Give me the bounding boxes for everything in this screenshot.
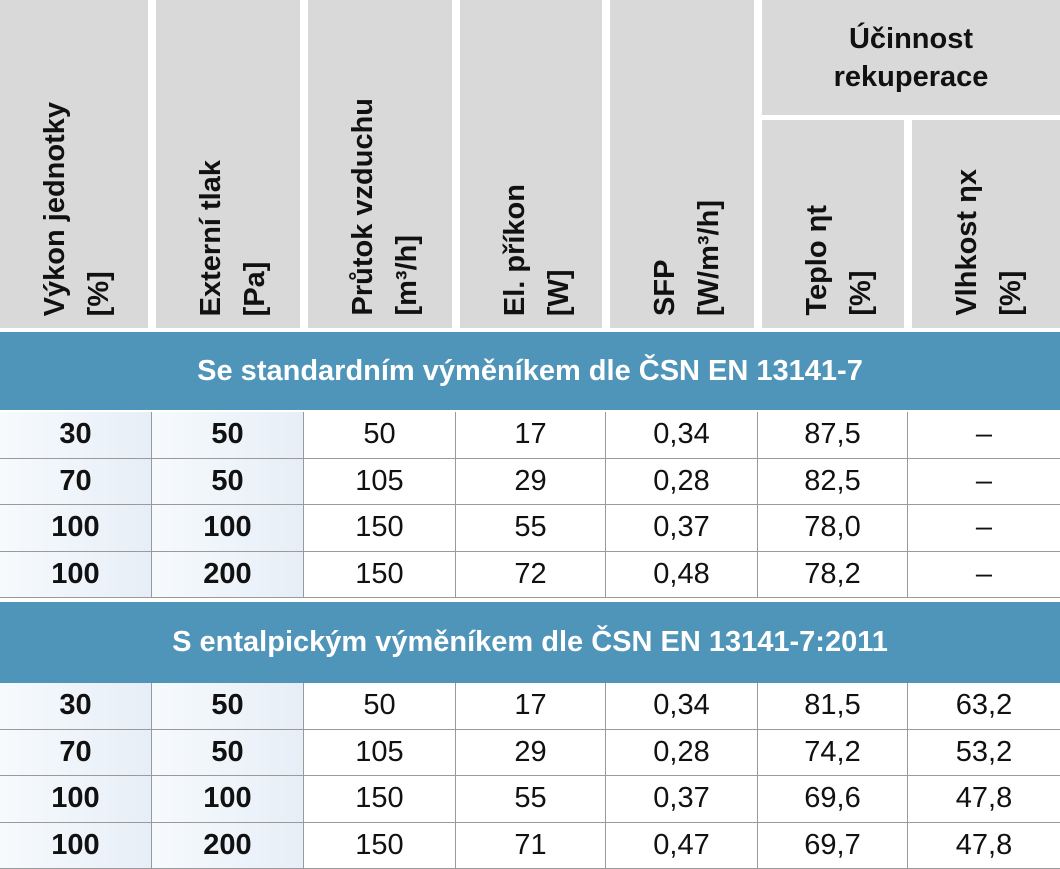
table-cell: – <box>908 412 1060 459</box>
table-cell: 100 <box>0 505 152 552</box>
table-cell: 82,5 <box>758 458 908 505</box>
table-cell: 70 <box>0 729 152 776</box>
header-cell: Externí tlak [Pa] <box>156 0 300 328</box>
header-cell: Teplo ηt [%] <box>762 120 904 328</box>
table-cell: 17 <box>456 412 606 459</box>
table-cell: 29 <box>456 729 606 776</box>
table-cell: 150 <box>304 822 456 869</box>
table-cell: 0,37 <box>606 505 758 552</box>
column-name: Externí tlak <box>195 159 227 316</box>
table-cell: 87,5 <box>758 412 908 459</box>
table-cell: 150 <box>304 551 456 598</box>
column-unit: [m³/h] <box>391 235 423 316</box>
table-cell: 0,28 <box>606 729 758 776</box>
table-cell: 100 <box>0 776 152 823</box>
table-cell: 70 <box>0 458 152 505</box>
section-title: Se standardním výměníkem dle ČSN EN 1314… <box>0 332 1060 410</box>
column-name: El. příkon <box>499 183 531 316</box>
table-cell: 200 <box>152 822 304 869</box>
column-name: Průtok vzduchu <box>347 98 379 316</box>
table-cell: 30 <box>0 683 152 730</box>
table-cell: 50 <box>304 412 456 459</box>
table-cell: 50 <box>152 729 304 776</box>
header-cell: El. příkon [W] <box>460 0 602 328</box>
column-name: Teplo ηt <box>801 205 833 316</box>
table-cell: 0,34 <box>606 683 758 730</box>
header-label: Externí tlak [Pa] <box>189 160 277 316</box>
header-label: Výkon jednotky [%] <box>33 102 121 316</box>
group-header: Účinnost rekuperace <box>762 0 1060 115</box>
header-label: Vlhkost ηx [%] <box>945 169 1033 316</box>
table-cell: 0,28 <box>606 458 758 505</box>
table-cell: 0,34 <box>606 412 758 459</box>
header-label: Teplo ηt [%] <box>795 205 883 316</box>
column-unit: [%] <box>845 270 877 316</box>
column-unit: [%] <box>995 270 1027 316</box>
header-label: El. příkon [W] <box>493 184 581 316</box>
table-cell: 100 <box>0 551 152 598</box>
table-cell: 150 <box>304 776 456 823</box>
table-cell: 53,2 <box>908 729 1060 776</box>
table-cell: 69,6 <box>758 776 908 823</box>
column-name: SFP <box>649 259 681 316</box>
table-cell: 0,37 <box>606 776 758 823</box>
table-cell: 78,0 <box>758 505 908 552</box>
table-cell: 0,48 <box>606 551 758 598</box>
table-cell: 74,2 <box>758 729 908 776</box>
table-cell: 105 <box>304 729 456 776</box>
section-title: S entalpickým výměníkem dle ČSN EN 13141… <box>0 602 1060 683</box>
table-cell: 71 <box>456 822 606 869</box>
table-cell: 17 <box>456 683 606 730</box>
header-label: SFP [W/m³/h] <box>643 200 731 316</box>
table-cell: 100 <box>152 505 304 552</box>
table-cell: 69,7 <box>758 822 908 869</box>
table-cell: 55 <box>456 505 606 552</box>
column-name: Vlhkost ηx <box>951 169 983 316</box>
header-cell: Průtok vzduchu [m³/h] <box>308 0 452 328</box>
column-unit: [%] <box>83 270 115 316</box>
table-cell: 50 <box>152 458 304 505</box>
table-cell: 81,5 <box>758 683 908 730</box>
column-name: Výkon jednotky <box>39 101 71 316</box>
table-cell: 78,2 <box>758 551 908 598</box>
table-cell: 50 <box>152 412 304 459</box>
table-cell: 55 <box>456 776 606 823</box>
table-cell: 47,8 <box>908 822 1060 869</box>
table-cell: 0,47 <box>606 822 758 869</box>
column-unit: [W] <box>543 269 575 316</box>
table-cell: 29 <box>456 458 606 505</box>
table-cell: – <box>908 551 1060 598</box>
table-cell: – <box>908 458 1060 505</box>
table-cell: 47,8 <box>908 776 1060 823</box>
table-cell: 30 <box>0 412 152 459</box>
table-cell: 50 <box>304 683 456 730</box>
header-label: Průtok vzduchu [m³/h] <box>341 98 429 316</box>
table-cell: 100 <box>152 776 304 823</box>
table-cell: 200 <box>152 551 304 598</box>
column-unit: [W/m³/h] <box>693 200 725 316</box>
column-unit: [Pa] <box>239 261 271 316</box>
group-label: Účinnost rekuperace <box>833 22 989 93</box>
table-cell: 72 <box>456 551 606 598</box>
table-cell: 100 <box>0 822 152 869</box>
table-cell: 50 <box>152 683 304 730</box>
table-cell: 63,2 <box>908 683 1060 730</box>
header-cell: SFP [W/m³/h] <box>610 0 754 328</box>
header-cell: Vlhkost ηx [%] <box>912 120 1060 328</box>
table-cell: 105 <box>304 458 456 505</box>
table-cell: – <box>908 505 1060 552</box>
header-cell: Výkon jednotky [%] <box>0 0 148 328</box>
table-cell: 150 <box>304 505 456 552</box>
